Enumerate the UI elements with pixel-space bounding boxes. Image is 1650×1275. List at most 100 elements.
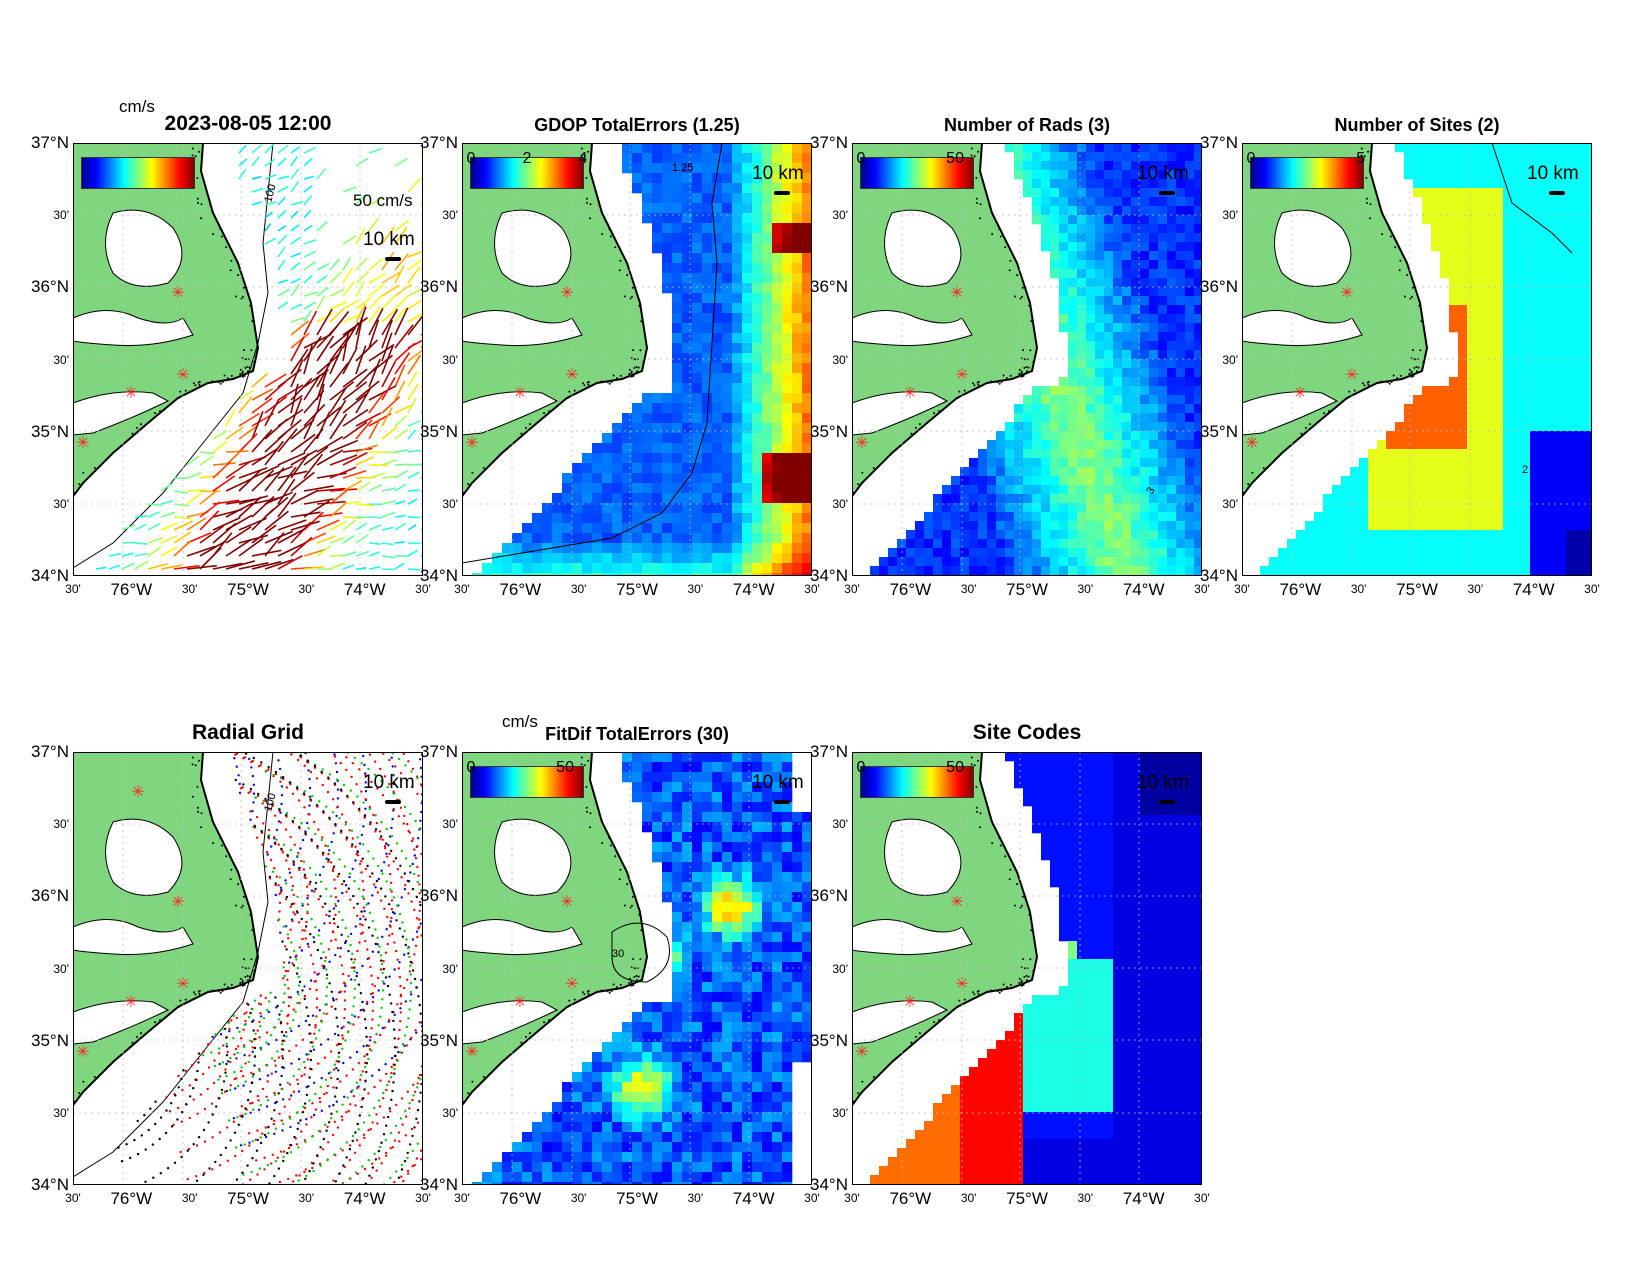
heat-cell (732, 423, 743, 434)
radial-grid-point (418, 758, 422, 761)
site-marker: ✳ (171, 283, 184, 302)
heat-cell (1521, 458, 1531, 468)
heat-cell (1467, 287, 1477, 297)
coast-dot (198, 759, 201, 762)
heat-cell (652, 513, 663, 524)
heat-cell (1539, 287, 1549, 297)
coast-dot (243, 374, 246, 377)
coast-dot (635, 365, 638, 368)
radial-grid-point (295, 1143, 299, 1146)
radial-grid-point (234, 1047, 238, 1051)
heat-cell (1140, 548, 1150, 558)
heat-cell (732, 333, 743, 344)
heat-cell (1503, 179, 1513, 189)
heat-cell (1158, 557, 1168, 567)
heat-cell (1185, 485, 1195, 495)
coast-dot (467, 483, 470, 486)
heat-cell (1041, 575, 1051, 576)
heat-cell (802, 403, 812, 414)
radial-grid-point (257, 1108, 261, 1111)
current-vector (290, 348, 309, 375)
heat-cell (692, 323, 703, 334)
heat-cell (1440, 575, 1450, 576)
radial-grid-point (379, 1033, 382, 1037)
current-vector (381, 332, 393, 362)
heat-cell (996, 458, 1006, 468)
current-vector (212, 562, 243, 570)
heat-cell (1458, 395, 1468, 405)
heat-cell (1140, 197, 1150, 207)
heat-cell (1584, 305, 1592, 315)
heat-cell (1584, 458, 1592, 468)
heat-cell (802, 253, 812, 264)
heat-cell (672, 403, 683, 414)
heat-cell (1095, 449, 1105, 459)
heat-cell (1068, 467, 1078, 477)
heat-cell (1467, 314, 1477, 324)
heat-cell (522, 573, 533, 576)
heat-cell (682, 143, 693, 154)
heat-cell (582, 503, 593, 514)
heat-cell (502, 553, 513, 564)
heat-cell (1095, 332, 1105, 342)
lat-tick-label: 34°N (1200, 566, 1238, 585)
heat-cell (1512, 503, 1522, 513)
current-vector (173, 516, 191, 520)
lon-tick-label: 30' (415, 582, 431, 596)
heat-cell (1557, 332, 1567, 342)
heat-cell (782, 183, 793, 194)
heat-cell (1413, 494, 1423, 504)
radial-grid-point (390, 916, 393, 920)
coast-dot (191, 154, 194, 157)
current-vector (355, 228, 366, 245)
current-vector (355, 296, 372, 310)
radial-grid-point (306, 894, 309, 897)
heat-cell (1485, 575, 1495, 576)
heat-cell (1377, 503, 1387, 513)
heat-cell (1113, 494, 1123, 504)
heat-cell (1449, 143, 1459, 153)
heat-cell (782, 163, 793, 174)
heat-cell (1485, 404, 1495, 414)
scale-bar: 10 km (1137, 163, 1189, 195)
heat-cell (978, 566, 988, 576)
current-vector (251, 495, 275, 518)
heat-cell (752, 273, 763, 284)
heat-cell (1539, 422, 1549, 432)
coast-dot (225, 246, 228, 249)
heat-cell (1449, 152, 1459, 162)
radial-grid-point (346, 752, 349, 754)
coast-dot (1016, 274, 1019, 277)
current-vector (420, 265, 423, 271)
radial-grid-point (386, 855, 389, 858)
heat-cell (792, 263, 803, 274)
heat-cell (1377, 494, 1387, 504)
heat-cell (1467, 224, 1477, 234)
heat-cell (682, 243, 693, 254)
radial-grid-point (364, 790, 368, 793)
current-vector (290, 536, 313, 557)
heat-cell (1122, 431, 1132, 441)
heat-cell (960, 485, 970, 495)
heat-cell (1458, 278, 1468, 288)
radial-grid-point (338, 817, 341, 820)
heat-cell (1032, 404, 1042, 414)
heat-cell (1194, 197, 1202, 207)
coast-dot (241, 984, 244, 987)
heat-cell (712, 203, 723, 214)
heat-cell (622, 153, 633, 164)
heat-cell (987, 449, 997, 459)
heat-cell (1476, 233, 1486, 243)
heat-cell (1194, 278, 1202, 288)
heat-cell (1041, 422, 1051, 432)
heat-cell (802, 233, 812, 244)
heat-cell (1494, 539, 1504, 549)
heat-cell (1467, 530, 1477, 540)
heat-cell (1014, 566, 1024, 576)
heat-cell (1566, 323, 1576, 333)
heat-cell (942, 512, 952, 522)
current-vector (277, 259, 286, 271)
heat-cell (1167, 260, 1177, 270)
heat-cell (987, 566, 997, 576)
heat-cell (572, 553, 583, 564)
